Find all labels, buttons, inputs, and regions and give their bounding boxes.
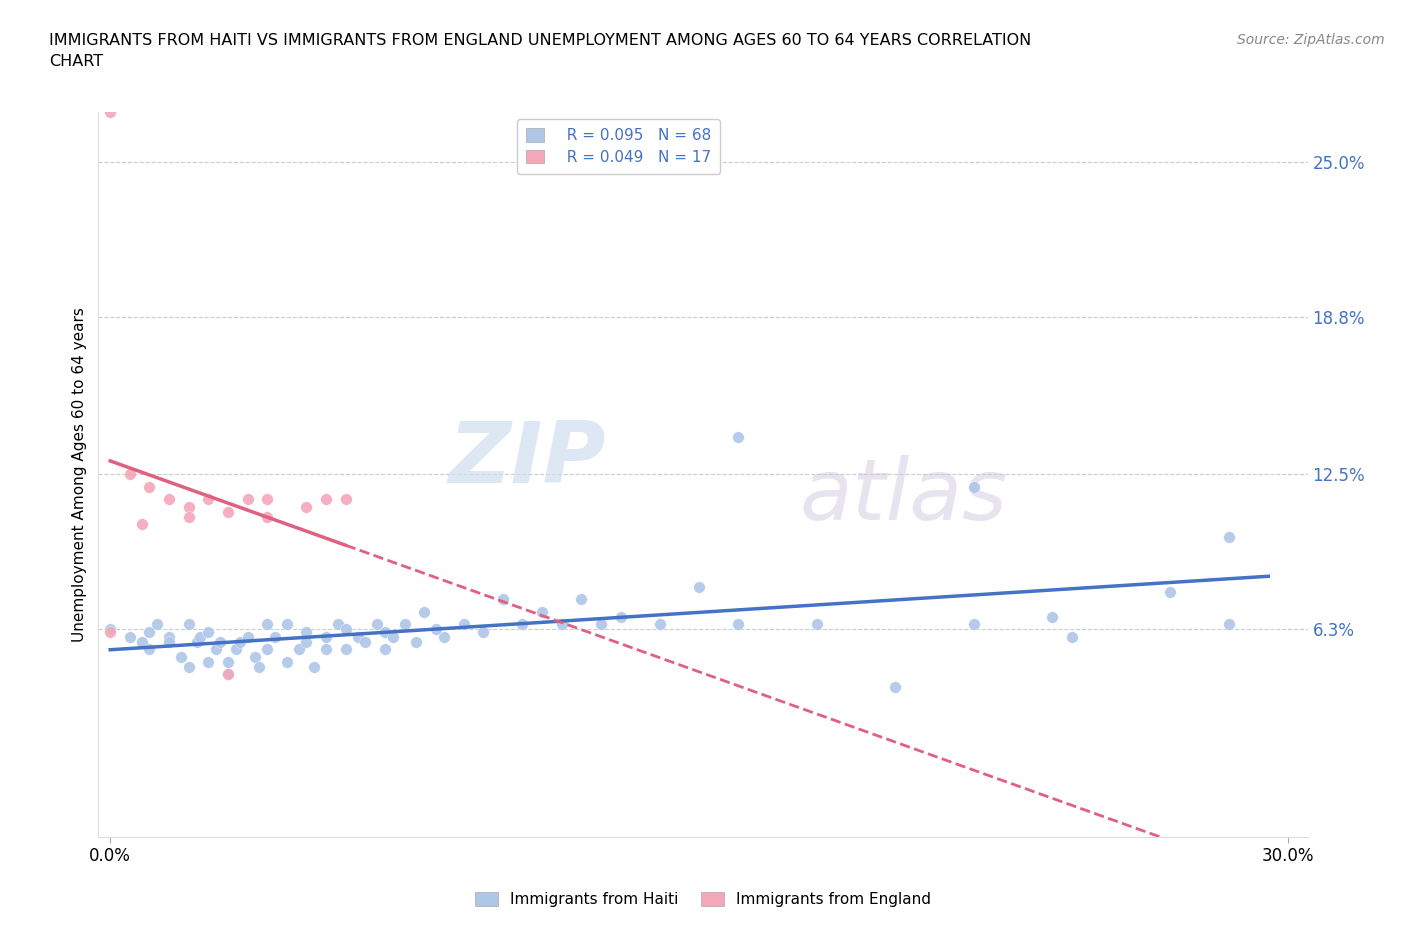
Point — [366, 617, 388, 631]
Point — [315, 642, 337, 657]
Point — [1218, 617, 1240, 631]
Point — [648, 617, 671, 631]
Point — [531, 604, 554, 619]
Point — [295, 634, 318, 649]
Point — [589, 617, 612, 631]
Point — [217, 504, 239, 519]
Legend: Immigrants from Haiti, Immigrants from England: Immigrants from Haiti, Immigrants from E… — [468, 885, 938, 913]
Point — [405, 634, 427, 649]
Point — [374, 642, 396, 657]
Point — [346, 630, 368, 644]
Point — [205, 642, 228, 657]
Point — [256, 492, 278, 507]
Point — [304, 659, 326, 674]
Point — [225, 642, 247, 657]
Point — [146, 617, 169, 631]
Point — [247, 659, 270, 674]
Legend:   R = 0.095   N = 68,   R = 0.049   N = 17: R = 0.095 N = 68, R = 0.049 N = 17 — [517, 119, 720, 174]
Point — [295, 624, 318, 639]
Text: IMMIGRANTS FROM HAITI VS IMMIGRANTS FROM ENGLAND UNEMPLOYMENT AMONG AGES 60 TO 6: IMMIGRANTS FROM HAITI VS IMMIGRANTS FROM… — [49, 33, 1032, 69]
Point — [264, 630, 287, 644]
Point — [381, 630, 404, 644]
Point — [236, 492, 259, 507]
Point — [374, 624, 396, 639]
Point — [963, 617, 986, 631]
Point — [1042, 609, 1064, 624]
Point — [256, 642, 278, 657]
Point — [217, 655, 239, 670]
Point — [157, 492, 180, 507]
Point — [963, 479, 986, 494]
Point — [186, 634, 208, 649]
Point — [138, 479, 160, 494]
Point — [276, 617, 298, 631]
Point — [727, 617, 749, 631]
Point — [236, 630, 259, 644]
Point — [177, 617, 200, 631]
Point — [197, 624, 219, 639]
Point — [190, 630, 212, 644]
Point — [177, 510, 200, 525]
Point — [492, 591, 515, 606]
Point — [256, 510, 278, 525]
Point — [335, 492, 357, 507]
Text: Source: ZipAtlas.com: Source: ZipAtlas.com — [1237, 33, 1385, 46]
Point — [335, 642, 357, 657]
Point — [413, 604, 436, 619]
Point — [1218, 529, 1240, 544]
Point — [197, 492, 219, 507]
Point — [98, 622, 121, 637]
Point — [550, 617, 572, 631]
Text: atlas: atlas — [800, 455, 1008, 538]
Point — [157, 630, 180, 644]
Point — [315, 492, 337, 507]
Point — [157, 634, 180, 649]
Point — [245, 649, 267, 664]
Point — [170, 649, 193, 664]
Point — [609, 609, 631, 624]
Y-axis label: Unemployment Among Ages 60 to 64 years: Unemployment Among Ages 60 to 64 years — [72, 307, 87, 642]
Point — [118, 630, 141, 644]
Point — [177, 659, 200, 674]
Text: ZIP: ZIP — [449, 418, 606, 501]
Point — [131, 517, 153, 532]
Point — [197, 655, 219, 670]
Point — [394, 617, 416, 631]
Point — [335, 622, 357, 637]
Point — [287, 642, 309, 657]
Point — [229, 634, 252, 649]
Point — [425, 622, 447, 637]
Point — [727, 430, 749, 445]
Point — [326, 617, 349, 631]
Point — [806, 617, 828, 631]
Point — [433, 630, 456, 644]
Point — [217, 667, 239, 682]
Point — [276, 655, 298, 670]
Point — [512, 617, 534, 631]
Point — [177, 499, 200, 514]
Point — [138, 642, 160, 657]
Point — [354, 634, 377, 649]
Point — [256, 617, 278, 631]
Point — [472, 624, 495, 639]
Point — [98, 624, 121, 639]
Point — [98, 104, 121, 119]
Point — [688, 579, 710, 594]
Point — [884, 680, 907, 695]
Point — [217, 667, 239, 682]
Point — [1159, 584, 1181, 599]
Point — [315, 630, 337, 644]
Point — [118, 467, 141, 482]
Point — [569, 591, 592, 606]
Point — [295, 499, 318, 514]
Point — [131, 634, 153, 649]
Point — [1060, 630, 1083, 644]
Point — [138, 624, 160, 639]
Point — [453, 617, 475, 631]
Point — [209, 634, 232, 649]
